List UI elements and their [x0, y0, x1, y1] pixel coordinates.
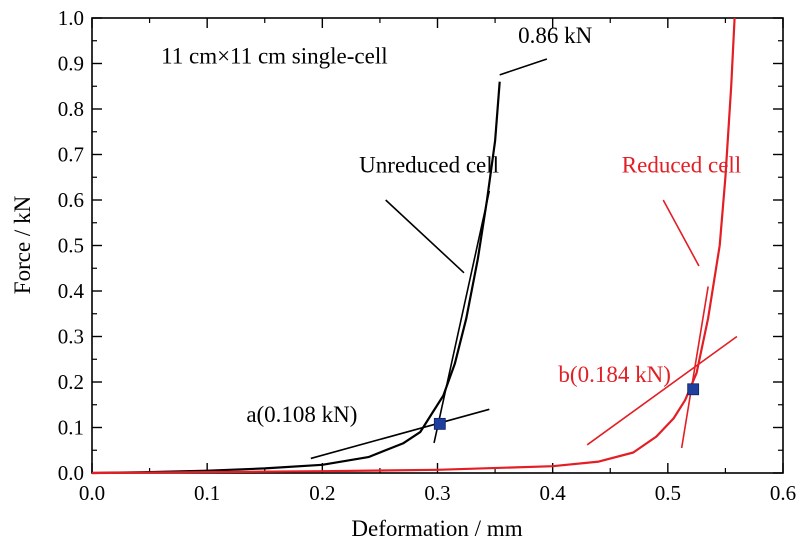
x-tick-label: 0.0 — [79, 481, 105, 505]
y-tick-label: 0.8 — [58, 97, 84, 121]
y-tick-label: 0.4 — [58, 279, 85, 303]
annotation-cell-size: 11 cm×11 cm single-cell — [161, 44, 388, 69]
marker-b — [687, 383, 700, 396]
label-unreduced-cell: Unreduced cell — [359, 153, 499, 178]
y-tick-label: 0.0 — [58, 461, 84, 485]
x-tick-label: 0.2 — [309, 481, 335, 505]
x-tick-label: 0.5 — [655, 481, 681, 505]
y-tick-label: 0.6 — [58, 188, 84, 212]
callout-line — [662, 199, 700, 267]
x-tick-label: 0.1 — [194, 481, 220, 505]
y-axis-title: Force / kN — [10, 195, 35, 294]
marker-a — [433, 417, 446, 430]
x-axis-title: Deformation / mm — [351, 516, 522, 541]
series-line-reduced — [91, 17, 736, 475]
plot-area — [91, 17, 738, 475]
y-tick-label: 0.9 — [58, 52, 84, 76]
callout-line — [499, 58, 548, 76]
tangent-line — [433, 190, 491, 444]
y-tick-label: 0.2 — [58, 370, 84, 394]
annotation-point-b: b(0.184 kN) — [558, 362, 670, 387]
tangent-line — [680, 286, 709, 449]
y-tick-label: 0.7 — [58, 143, 84, 167]
series-line-unreduced — [91, 81, 501, 475]
tangent-line — [586, 335, 738, 446]
annotations: 11 cm×11 cm single-cell 0.86 kN Unreduced … — [161, 23, 741, 427]
tangent-line — [310, 408, 490, 460]
annotation-peak-force: 0.86 kN — [518, 23, 593, 48]
y-tick-label: 0.1 — [58, 416, 84, 440]
x-tick-label: 0.6 — [770, 481, 796, 505]
annotation-point-a: a(0.108 kN) — [246, 402, 357, 427]
x-tick-label: 0.3 — [424, 481, 450, 505]
y-tick-label: 1.0 — [58, 6, 84, 30]
x-tick-label: 0.4 — [540, 481, 567, 505]
axes: 0.0 0.1 0.2 0.3 0.4 0.5 0.6 0.0 0.1 0.2 0.3 0.4 0.5 0… — [58, 6, 796, 505]
y-tick-label: 0.5 — [58, 234, 84, 258]
y-tick-label: 0.3 — [58, 325, 84, 349]
label-reduced-cell: Reduced cell — [622, 153, 741, 178]
callout-line — [385, 199, 465, 274]
